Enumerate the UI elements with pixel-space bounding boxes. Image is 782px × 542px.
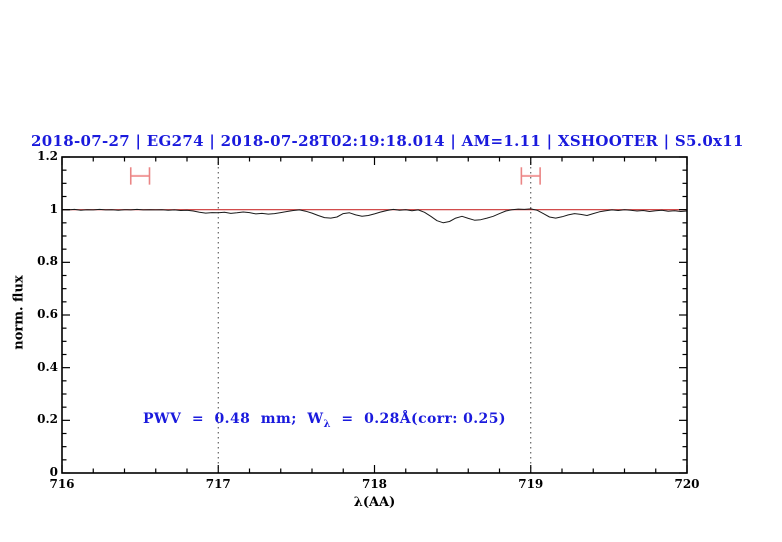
x-tick-label: 717 — [205, 477, 231, 491]
x-axis-label: λ(AA) — [353, 495, 396, 510]
y-tick-label: 1.2 — [37, 149, 58, 163]
y-tick-label: 0.2 — [37, 412, 58, 427]
y-tick-label: 0.6 — [37, 307, 58, 321]
y-tick-label: 1 — [49, 201, 58, 216]
x-tick-label: 718 — [361, 477, 388, 491]
pwv-annotation-prefix: PWV = 0.48 mm; W — [143, 411, 324, 427]
plot-title: 2018-07-27 | EG274 | 2018-07-28T02:19:18… — [31, 132, 744, 150]
y-tick-label: 0.8 — [37, 254, 58, 269]
pwv-annotation: PWV = 0.48 mm; Wλ = 0.28Å(corr: 0.25) — [143, 411, 506, 430]
x-tick-label: 716 — [49, 477, 75, 491]
y-tick-label: 0.4 — [37, 359, 58, 374]
observed-spectrum-line — [61, 208, 688, 224]
pwv-annotation-suffix: = 0.28Å(corr: 0.25) — [330, 411, 506, 427]
x-tick-label: 720 — [674, 477, 700, 491]
y-tick-label: 0 — [49, 465, 58, 479]
x-tick-label: 719 — [518, 477, 544, 491]
pwv-annotation-subscript: λ — [323, 418, 331, 430]
